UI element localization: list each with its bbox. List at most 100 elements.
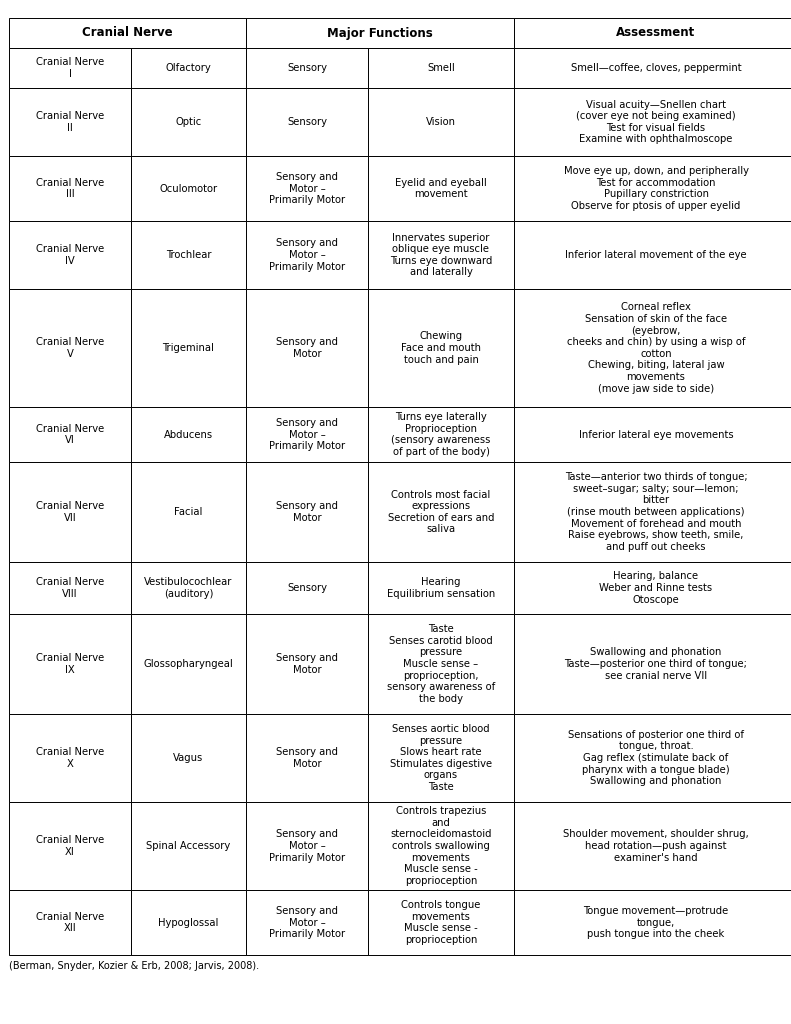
Text: Controls tongue
movements
Muscle sense -
proprioception: Controls tongue movements Muscle sense -…: [401, 900, 481, 945]
Text: Move eye up, down, and peripherally
Test for accommodation
Pupillary constrictio: Move eye up, down, and peripherally Test…: [563, 166, 748, 211]
Text: Turns eye laterally
Proprioception
(sensory awareness
of part of the body): Turns eye laterally Proprioception (sens…: [392, 412, 490, 457]
Bar: [368, 88, 514, 156]
Text: Sensory and
Motor: Sensory and Motor: [276, 653, 338, 675]
Bar: [9, 18, 246, 48]
Bar: [514, 156, 791, 221]
Bar: [514, 890, 791, 955]
Bar: [514, 289, 791, 407]
Bar: [514, 614, 791, 714]
Bar: [131, 88, 246, 156]
Bar: [368, 562, 514, 614]
Text: Sensory and
Motor –
Primarily Motor: Sensory and Motor – Primarily Motor: [269, 239, 345, 271]
Bar: [514, 221, 791, 289]
Text: Sensory and
Motor: Sensory and Motor: [276, 748, 338, 769]
Text: Cranial Nerve
VI: Cranial Nerve VI: [36, 424, 104, 445]
Text: Cranial Nerve
X: Cranial Nerve X: [36, 748, 104, 769]
Bar: [131, 890, 246, 955]
Bar: [9, 890, 131, 955]
Bar: [368, 48, 514, 88]
Text: Cranial Nerve
VII: Cranial Nerve VII: [36, 501, 104, 523]
Text: Taste
Senses carotid blood
pressure
Muscle sense –
proprioception,
sensory aware: Taste Senses carotid blood pressure Musc…: [387, 625, 495, 703]
Text: Hearing
Equilibrium sensation: Hearing Equilibrium sensation: [387, 578, 495, 599]
Bar: [131, 156, 246, 221]
Bar: [246, 802, 368, 890]
Text: Sensory and
Motor: Sensory and Motor: [276, 337, 338, 358]
Bar: [368, 890, 514, 955]
Text: Sensory: Sensory: [287, 63, 327, 73]
Bar: [246, 562, 368, 614]
Bar: [9, 562, 131, 614]
Bar: [514, 802, 791, 890]
Text: Visual acuity—Snellen chart
(cover eye not being examined)
Test for visual field: Visual acuity—Snellen chart (cover eye n…: [576, 99, 736, 144]
Text: Sensations of posterior one third of
tongue, throat.
Gag reflex (stimulate back : Sensations of posterior one third of ton…: [568, 730, 744, 786]
Bar: [368, 614, 514, 714]
Text: Cranial Nerve
V: Cranial Nerve V: [36, 337, 104, 358]
Text: Senses aortic blood
pressure
Slows heart rate
Stimulates digestive
organs
Taste: Senses aortic blood pressure Slows heart…: [390, 724, 492, 792]
Text: Optic: Optic: [176, 117, 202, 127]
Bar: [246, 18, 514, 48]
Bar: [246, 48, 368, 88]
Text: Eyelid and eyeball
movement: Eyelid and eyeball movement: [396, 178, 487, 200]
Bar: [246, 714, 368, 802]
Text: Swallowing and phonation
Taste—posterior one third of tongue;
see cranial nerve : Swallowing and phonation Taste—posterior…: [565, 647, 747, 681]
Text: Cranial Nerve
IX: Cranial Nerve IX: [36, 653, 104, 675]
Text: Vision: Vision: [426, 117, 456, 127]
Text: (Berman, Snyder, Kozier & Erb, 2008; Jarvis, 2008).: (Berman, Snyder, Kozier & Erb, 2008; Jar…: [9, 961, 259, 971]
Text: Trigeminal: Trigeminal: [163, 343, 214, 353]
Text: Smell: Smell: [427, 63, 455, 73]
Bar: [246, 614, 368, 714]
Text: Cranial Nerve
I: Cranial Nerve I: [36, 57, 104, 79]
Text: Smell—coffee, cloves, peppermint: Smell—coffee, cloves, peppermint: [570, 63, 741, 73]
Text: Corneal reflex
Sensation of skin of the face
(eyebrow,
cheeks and chin) by using: Corneal reflex Sensation of skin of the …: [566, 302, 745, 393]
Text: Sensory and
Motor: Sensory and Motor: [276, 501, 338, 523]
Bar: [368, 802, 514, 890]
Text: Chewing
Face and mouth
touch and pain: Chewing Face and mouth touch and pain: [401, 332, 481, 365]
Bar: [9, 221, 131, 289]
Text: Hypoglossal: Hypoglossal: [158, 918, 218, 928]
Bar: [514, 48, 791, 88]
Text: Major Functions: Major Functions: [327, 27, 433, 40]
Bar: [131, 462, 246, 562]
Text: Hearing, balance
Weber and Rinne tests
Otoscope: Hearing, balance Weber and Rinne tests O…: [600, 571, 713, 604]
Bar: [9, 802, 131, 890]
Bar: [246, 289, 368, 407]
Text: Inferior lateral movement of the eye: Inferior lateral movement of the eye: [566, 250, 747, 260]
Text: Controls trapezius
and
sternocleidomastoid
controls swallowing
movements
Muscle : Controls trapezius and sternocleidomasto…: [390, 806, 492, 886]
Text: Taste—anterior two thirds of tongue;
sweet–sugar; salty; sour—lemon;
bitter
(rin: Taste—anterior two thirds of tongue; swe…: [565, 472, 747, 552]
Text: Cranial Nerve: Cranial Nerve: [82, 27, 172, 40]
Text: Cranial Nerve
XI: Cranial Nerve XI: [36, 836, 104, 857]
Text: Facial: Facial: [174, 507, 202, 517]
Text: Abducens: Abducens: [164, 429, 213, 439]
Bar: [131, 48, 246, 88]
Text: Tongue movement—protrude
tongue,
push tongue into the cheek: Tongue movement—protrude tongue, push to…: [584, 906, 729, 939]
Text: Sensory and
Motor –
Primarily Motor: Sensory and Motor – Primarily Motor: [269, 172, 345, 205]
Bar: [246, 407, 368, 462]
Text: Vagus: Vagus: [173, 753, 203, 763]
Bar: [514, 462, 791, 562]
Bar: [246, 221, 368, 289]
Bar: [9, 88, 131, 156]
Bar: [368, 289, 514, 407]
Bar: [514, 407, 791, 462]
Bar: [9, 48, 131, 88]
Bar: [131, 614, 246, 714]
Bar: [368, 714, 514, 802]
Bar: [246, 462, 368, 562]
Bar: [246, 890, 368, 955]
Text: Cranial Nerve
VIII: Cranial Nerve VIII: [36, 578, 104, 599]
Text: Glossopharyngeal: Glossopharyngeal: [144, 659, 233, 669]
Text: Cranial Nerve
IV: Cranial Nerve IV: [36, 244, 104, 266]
Text: Cranial Nerve
XII: Cranial Nerve XII: [36, 911, 104, 933]
Bar: [9, 407, 131, 462]
Text: Innervates superior
oblique eye muscle
Turns eye downward
and laterally: Innervates superior oblique eye muscle T…: [390, 232, 492, 278]
Bar: [368, 407, 514, 462]
Text: Vestibulocochlear
(auditory): Vestibulocochlear (auditory): [144, 578, 233, 599]
Text: Olfactory: Olfactory: [165, 63, 211, 73]
Text: Oculomotor: Oculomotor: [160, 183, 218, 194]
Text: Spinal Accessory: Spinal Accessory: [146, 841, 231, 851]
Text: Sensory: Sensory: [287, 117, 327, 127]
Text: Inferior lateral eye movements: Inferior lateral eye movements: [579, 429, 733, 439]
Bar: [9, 462, 131, 562]
Bar: [9, 156, 131, 221]
Text: Sensory and
Motor –
Primarily Motor: Sensory and Motor – Primarily Motor: [269, 829, 345, 862]
